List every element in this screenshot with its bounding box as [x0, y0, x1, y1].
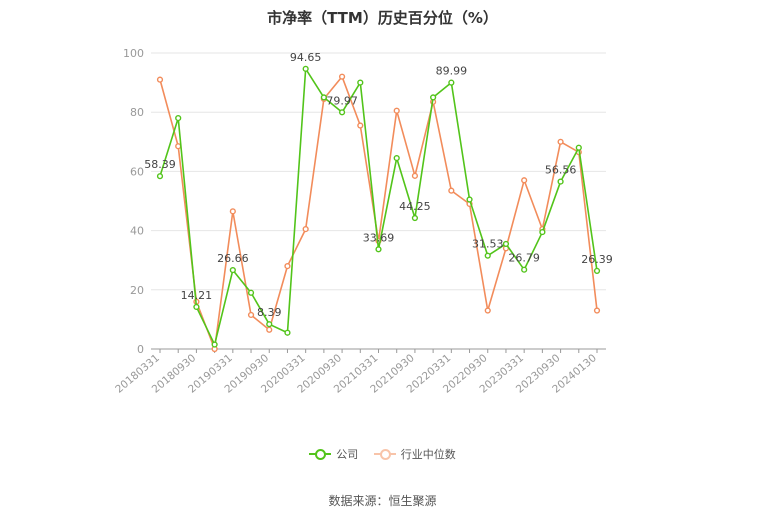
data-label: 79.97 [326, 94, 358, 107]
data-point [557, 178, 564, 185]
data-point [320, 94, 327, 101]
data-point [229, 266, 236, 274]
data-point [393, 154, 400, 162]
y-tick-label: 0 [137, 343, 144, 356]
data-point [448, 79, 455, 86]
data-point [284, 329, 291, 336]
data-point [484, 252, 491, 259]
series-line-1 [159, 75, 598, 350]
data-point [411, 172, 419, 179]
data-point [357, 122, 364, 129]
data-point [302, 226, 309, 233]
data-labels: 58.39 14.21 26.66 8.39 94.65 79.97 33.69 44.25 8… [144, 51, 613, 319]
chart-title: 市净率（TTM）历史百分位（%） [267, 9, 498, 27]
y-tick-label: 80 [130, 106, 144, 119]
data-point [575, 144, 582, 151]
legend-label-company: 公司 [336, 448, 359, 461]
data-point [229, 208, 236, 215]
data-point [284, 263, 291, 270]
data-point [411, 214, 419, 222]
grid-lines [151, 52, 606, 291]
data-label: 8.39 [257, 306, 282, 319]
data-point [466, 196, 473, 203]
data-label: 26.79 [508, 252, 540, 265]
data-label: 26.66 [217, 252, 249, 265]
x-axis: 2018033120180930201903312019093020200331… [113, 348, 606, 396]
data-point [484, 307, 491, 314]
data-point [156, 173, 164, 180]
data-point [393, 107, 400, 114]
data-point [211, 341, 218, 348]
data-point [266, 321, 273, 328]
legend-label-industry-median: 行业中位数 [400, 448, 456, 461]
data-point [593, 267, 601, 274]
data-label: 26.39 [581, 253, 613, 266]
legend-swatch-company [309, 448, 332, 460]
data-point [156, 76, 164, 83]
series-line-0 [159, 68, 598, 346]
data-label: 58.39 [144, 158, 176, 171]
data-label: 94.65 [290, 51, 322, 64]
data-label: 44.25 [399, 200, 431, 213]
data-point [247, 311, 255, 319]
y-tick-label: 60 [130, 165, 144, 178]
data-point [521, 177, 528, 184]
data-label: 14.21 [181, 289, 213, 302]
data-point [375, 246, 382, 253]
data-point [557, 138, 564, 145]
data-point [266, 326, 273, 333]
legend-swatch-industry-median [373, 448, 396, 460]
data-point [193, 303, 200, 311]
legend-item-company[interactable]: 公司 [309, 446, 358, 462]
data-point [521, 266, 528, 273]
data-point [448, 187, 455, 194]
series-group [156, 65, 601, 353]
data-point [502, 240, 510, 248]
data-point [357, 79, 364, 86]
data-label: 56.56 [545, 164, 577, 177]
data-source: 数据来源：恒生聚源 [328, 494, 437, 508]
data-point [593, 307, 601, 314]
y-tick-label: 20 [130, 284, 144, 297]
data-point [302, 65, 309, 72]
legend-item-industry-median[interactable]: 行业中位数 [373, 446, 456, 462]
y-axis: 0 20 40 60 80 100 [123, 47, 144, 356]
data-point [247, 289, 255, 296]
data-point [539, 228, 546, 236]
data-point [175, 143, 182, 150]
data-point [175, 115, 182, 122]
data-label: 33.69 [363, 231, 395, 244]
y-tick-label: 100 [123, 47, 144, 60]
data-point [430, 94, 437, 101]
data-label: 31.53 [472, 238, 504, 251]
legend: 公司 行业中位数 [0, 446, 765, 463]
data-label: 89.99 [436, 65, 468, 78]
data-point [338, 73, 346, 80]
data-point [338, 109, 346, 116]
y-tick-label: 40 [130, 225, 144, 238]
